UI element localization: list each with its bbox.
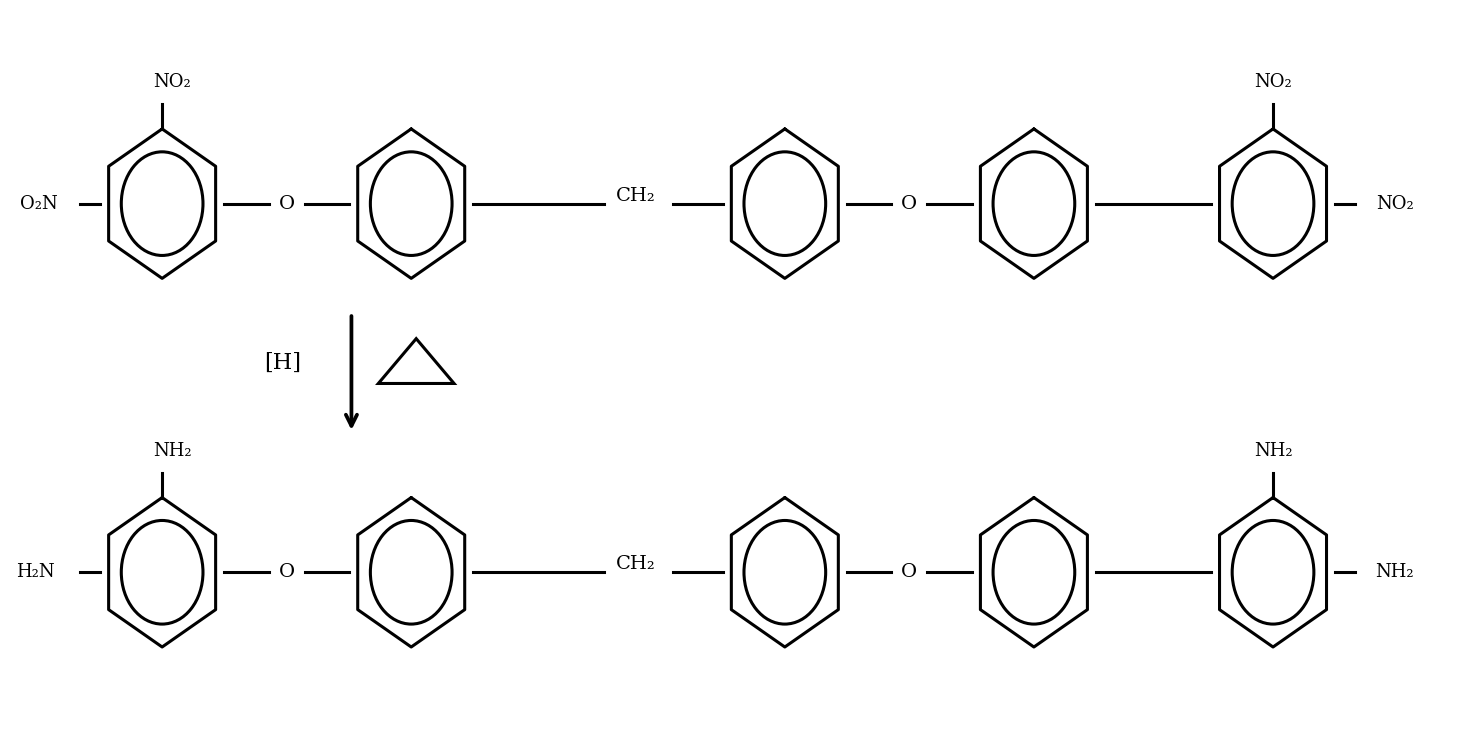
Text: O₂N: O₂N [19, 194, 58, 212]
Text: NO₂: NO₂ [1254, 73, 1291, 91]
Text: O: O [278, 563, 294, 581]
Text: CH₂: CH₂ [615, 555, 655, 573]
Text: NO₂: NO₂ [1375, 194, 1414, 212]
Text: O: O [901, 194, 917, 212]
Text: CH₂: CH₂ [615, 187, 655, 205]
Text: NH₂: NH₂ [152, 442, 191, 460]
Text: NO₂: NO₂ [154, 73, 191, 91]
Text: NH₂: NH₂ [1254, 442, 1293, 460]
Text: [H]: [H] [265, 352, 302, 374]
Text: O: O [278, 194, 294, 212]
Text: NH₂: NH₂ [1375, 563, 1414, 581]
Text: O: O [901, 563, 917, 581]
Text: H₂N: H₂N [16, 563, 55, 581]
